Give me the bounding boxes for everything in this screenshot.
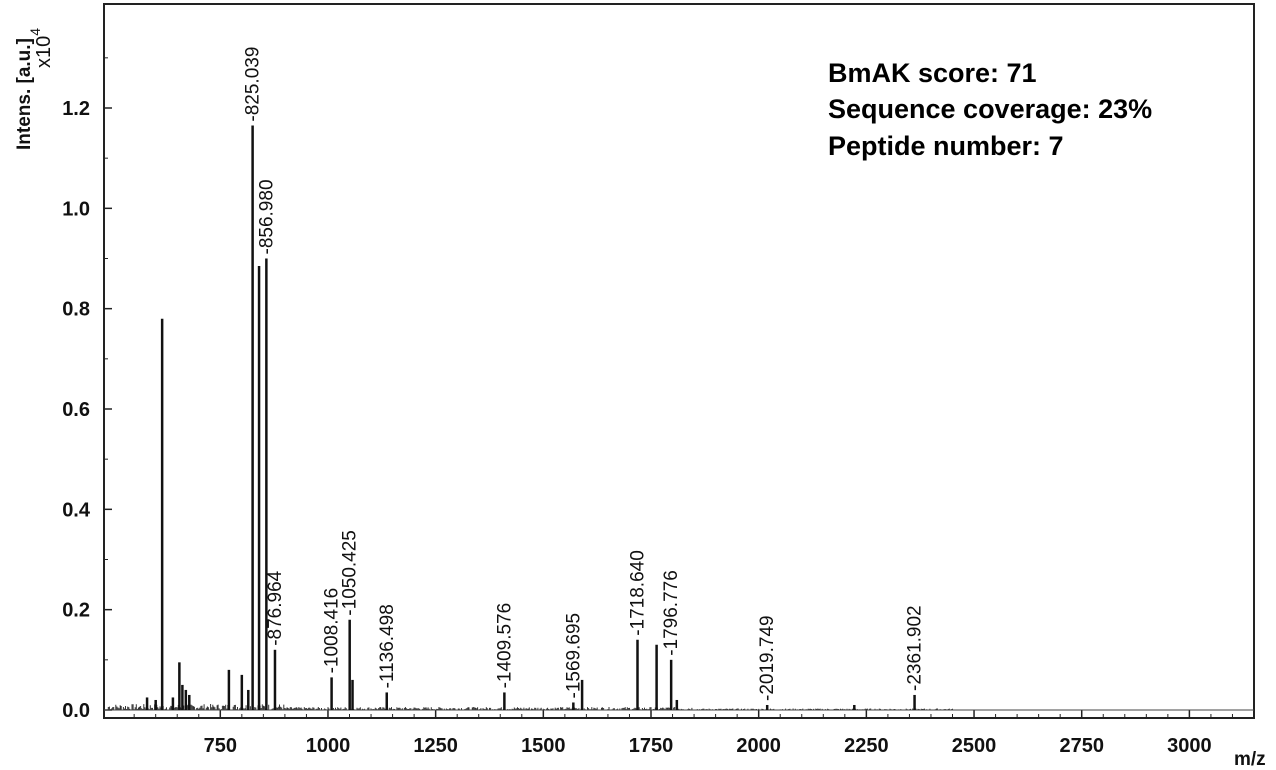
y-tick-labels: 0.0 0.2 0.4 0.6 0.8 1.0 1.2 bbox=[62, 98, 91, 722]
y-axis-title-group: Intens. [a.u.] bbox=[14, 38, 35, 150]
peak-label: -856.980 bbox=[256, 179, 277, 254]
y-multiplier-group: x104 bbox=[27, 28, 55, 68]
axis-ticks bbox=[104, 57, 1233, 718]
x-tick-label: 2250 bbox=[844, 735, 889, 757]
y-tick-label: 0.2 bbox=[62, 600, 90, 622]
peak-label: -2019.749 bbox=[757, 615, 778, 701]
peak-label: -1409.576 bbox=[494, 603, 515, 689]
y-tick-label: 0.6 bbox=[62, 399, 90, 421]
x-axis-title: m/z bbox=[1234, 749, 1266, 770]
y-tick-label: 0.4 bbox=[62, 499, 91, 521]
x-tick-label: 2000 bbox=[736, 735, 781, 757]
y-tick-label: 1.2 bbox=[62, 98, 90, 120]
x-tick-label: 3000 bbox=[1167, 735, 1212, 757]
svg-text:x104: x104 bbox=[27, 28, 55, 68]
plot-frame bbox=[103, 3, 1255, 719]
y-axis-title: Intens. [a.u.] bbox=[14, 38, 35, 150]
x-tick-label: 1500 bbox=[521, 735, 566, 757]
annotation-score: BmAK score: 71 bbox=[828, 58, 1037, 88]
x-tick-label: 750 bbox=[204, 735, 237, 757]
peak-label: -1008.416 bbox=[322, 588, 343, 674]
peak-label: -1050.425 bbox=[340, 530, 361, 616]
y-tick-label: 0.8 bbox=[62, 299, 90, 321]
y-multiplier-prefix: x10 bbox=[33, 36, 55, 68]
peak-label: -1136.498 bbox=[377, 604, 398, 688]
x-tick-labels: 750 1000 1250 1500 1750 2000 2250 2500 2750 3000 bbox=[204, 735, 1212, 757]
x-tick-label: 1000 bbox=[306, 735, 351, 757]
y-multiplier-exponent: 4 bbox=[27, 28, 43, 36]
y-tick-label: 1.0 bbox=[62, 198, 90, 220]
spectrum-peaks bbox=[145, 125, 916, 710]
peak-label: -1796.776 bbox=[661, 570, 682, 656]
annotation-peptide-number: Peptide number: 7 bbox=[828, 131, 1064, 161]
peak-label: -876.964 bbox=[265, 570, 286, 645]
peak-label: -1718.640 bbox=[628, 550, 649, 636]
x-tick-label: 1750 bbox=[629, 735, 674, 757]
x-tick-label: 1250 bbox=[413, 735, 458, 757]
peak-label: -1569.695 bbox=[563, 613, 584, 699]
x-tick-label: 2500 bbox=[952, 735, 997, 757]
y-tick-label: 0.0 bbox=[62, 700, 90, 722]
peak-label: -825.039 bbox=[243, 47, 264, 122]
annotation-coverage: Sequence coverage: 23% bbox=[828, 94, 1152, 124]
peak-labels: -825.039 -856.980 -876.964 -1008.416-1050.4… bbox=[243, 47, 926, 701]
peak-label: -2361.902 bbox=[905, 605, 926, 691]
x-tick-label: 2750 bbox=[1059, 735, 1104, 757]
